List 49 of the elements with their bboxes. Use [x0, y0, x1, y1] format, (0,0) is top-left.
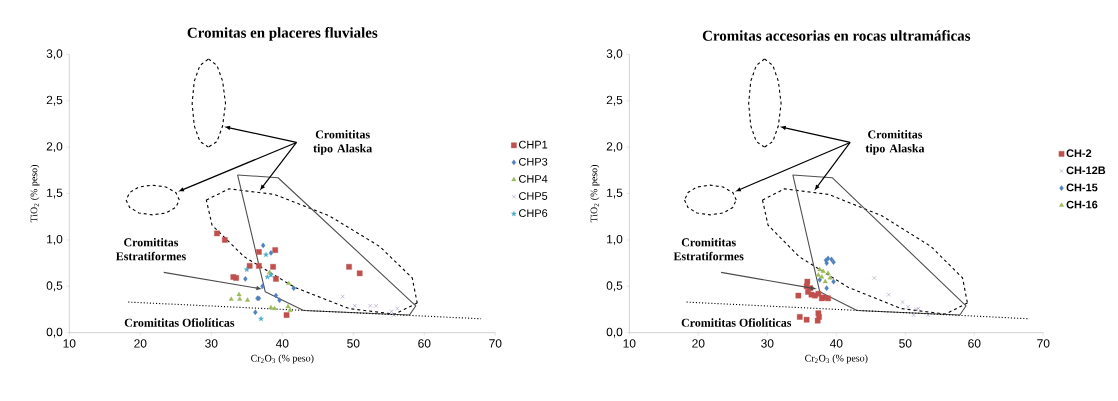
legend-label: CHP4	[519, 175, 548, 183]
y-tick-label: 0,5	[46, 281, 63, 292]
x-tick-label: 70	[489, 339, 502, 348]
annotation: Cromititas Estratiformes	[115, 238, 186, 261]
legend-label: CH-15	[1066, 183, 1098, 192]
y-axis-title: TiO$_{2}$ (% peso)	[30, 165, 40, 223]
x-tick-label: 60	[418, 339, 431, 348]
annotation: Cromititas tipo Alaska	[865, 130, 925, 155]
y-tick-label: 2,0	[606, 142, 623, 153]
legend-label: CHP6	[519, 209, 548, 218]
x-axis-title: Cr$_{2}$O$_{3}$ (% peso)	[805, 354, 868, 364]
y-tick-label: 0,0	[46, 327, 63, 338]
legend-label: CH-2	[1066, 149, 1092, 158]
x-tick-label: 70	[1037, 339, 1050, 348]
x-tick-label: 10	[63, 339, 76, 348]
y-tick-label: 0,0	[606, 327, 623, 338]
annotation: Cromititas tipo Alaska	[313, 130, 373, 155]
y-tick-label: 1,0	[47, 234, 63, 245]
x-tick-label: 50	[347, 339, 360, 348]
y-tick-label: 2,0	[46, 142, 63, 153]
y-tick-label: 1,5	[607, 188, 623, 199]
chart-title: Cromitas en placeres fluviales	[187, 27, 378, 41]
legend-label: CH-16	[1066, 200, 1098, 209]
x-tick-label: 40	[275, 339, 289, 348]
legend-label: CH-12B	[1066, 166, 1106, 175]
y-tick-label: 3,0	[606, 49, 623, 60]
x-tick-label: 20	[692, 339, 705, 348]
x-tick-label: 20	[134, 339, 147, 348]
legend-label: CHP3	[519, 157, 548, 166]
x-tick-label: 40	[829, 339, 843, 348]
annotation: Cromititas Ofiolíticas	[681, 318, 792, 327]
annotation: Cromititas Estratiformes	[673, 238, 744, 261]
y-tick-label: 1,5	[47, 188, 63, 199]
y-tick-label: 2,5	[46, 95, 63, 106]
y-axis-title: TiO$_{2}$ (% peso)	[590, 165, 600, 223]
y-tick-label: 3,0	[46, 49, 63, 60]
x-tick-label: 50	[899, 339, 912, 348]
x-tick-label: 10	[623, 339, 636, 348]
annotation: Cromititas Ofiolíticas	[124, 318, 235, 327]
x-tick-label: 30	[761, 339, 774, 348]
y-tick-label: 0,5	[606, 281, 623, 292]
chart-title: Cromitas accesorias en rocas ultramáficas	[702, 30, 971, 41]
x-tick-label: 30	[205, 339, 218, 348]
legend-label: CHP5	[519, 192, 548, 200]
y-tick-label: 2,5	[606, 95, 623, 106]
legend-label: CHP1	[519, 140, 548, 149]
y-tick-label: 1,0	[607, 234, 623, 245]
x-tick-label: 60	[968, 339, 981, 348]
x-axis-title: Cr$_{2}$O$_{3}$ (% peso)	[251, 354, 314, 364]
